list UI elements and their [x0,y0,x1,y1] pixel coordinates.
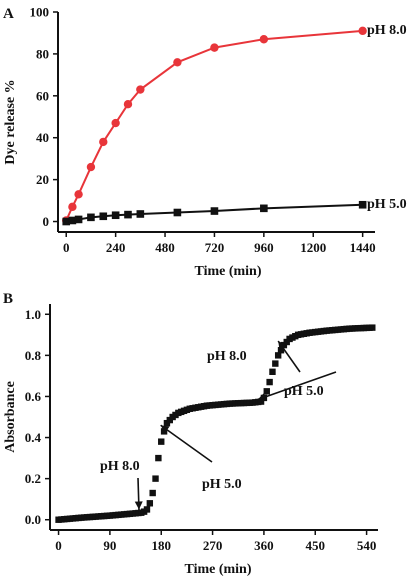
x-tick-label: 240 [106,240,126,255]
panel-a-ylabel: Dye release % [3,79,18,164]
series-ph-5-0-point [74,215,83,224]
annotation-arrow [160,424,213,463]
y-tick-label: 0.2 [25,471,41,486]
x-tick-label: 90 [103,538,116,553]
x-tick-label: 0 [63,240,70,255]
series-ph-5-0-point [124,210,132,219]
x-tick-label: 0 [55,538,62,553]
x-tick-label: 360 [254,538,274,553]
panel-a-xlabel: Time (min) [194,264,261,279]
y-tick-label: 0.8 [25,348,42,363]
y-tick-label: 100 [30,5,50,20]
y-tick-label: 20 [36,172,49,187]
y-tick-label: 80 [36,46,49,61]
panel-b-xlabel: Time (min) [184,562,251,577]
absorbance-point [369,324,376,331]
series-ph-5-0-point [111,211,120,220]
absorbance-point [152,475,159,482]
panel-a-plot-area: 0 240 480 720 960 1200 1440 0 20 40 60 80 100 [30,5,376,256]
series-ph-8-0-line [65,29,363,221]
x-tick-label: 1200 [300,240,326,255]
absorbance-point [269,368,276,375]
series-ph-8-0-point [74,190,83,199]
y-tick-label: 0.6 [25,389,42,404]
series-ph-5-0-point [99,212,108,221]
annotation-arrowhead [257,393,267,401]
annotation-label: pH 8.0 [100,459,140,474]
annotation-arrowhead [160,425,170,434]
annotation-label: pH 8.0 [207,349,247,364]
panel-a-series-label-ph8: pH 8.0 [367,23,407,38]
x-tick-label: 720 [205,240,225,255]
absorbance-point [155,454,162,462]
absorbance-point [266,378,273,386]
panel-a-series-label-ph5: pH 5.0 [367,197,407,212]
x-tick-label: 1440 [350,240,376,255]
series-ph-8-0-point [68,202,77,212]
series-ph-5-0-point [260,204,268,213]
series-ph-5-0-point [173,208,182,217]
series-ph-8-0-point [173,58,182,67]
absorbance-point [149,489,156,497]
absorbance-point [263,388,270,395]
annotation-label: pH 5.0 [202,477,242,492]
x-tick-label: 540 [357,538,377,553]
absorbance-point [272,360,279,367]
x-tick-label: 480 [155,240,175,255]
x-tick-label: 180 [151,538,171,553]
annotation-arrowhead [278,341,287,350]
series-ph-8-0-point [259,35,269,44]
series-ph-5-0-point [68,216,77,225]
absorbance-point [158,438,165,445]
y-tick-label: 0.4 [25,430,42,445]
series-ph-8-0-point [358,26,367,36]
y-tick-label: 40 [36,130,49,145]
panel-b-ylabel: Absorbance [3,381,18,453]
series-ph-5-0-point [87,213,95,222]
series-ph-8-0-point [210,43,219,52]
y-tick-label: 1.0 [25,307,41,322]
absorbance-point [143,506,151,513]
series-ph-5-0-point [210,207,219,215]
panel-a-label: A [3,6,14,22]
y-tick-label: 60 [36,88,49,103]
absorbance-point [257,398,265,405]
panel-b-label: B [3,291,13,307]
series-ph-8-0-point [123,99,133,109]
series-ph-5-0-point [62,217,71,226]
series-ph-8-0-point [111,118,120,128]
annotation-arrowhead [134,501,143,510]
y-tick-label: 0.0 [25,512,41,527]
series-ph-5-0-point [136,210,145,218]
x-tick-label: 960 [254,240,274,255]
series-ph-8-0-point [99,137,108,147]
annotation-arrow [257,371,337,401]
series-ph-8-0-point [136,85,145,94]
y-tick-label: 0 [43,214,50,229]
absorbance-point [146,500,154,507]
x-tick-label: 270 [203,538,223,553]
panel-a: A Dye release % Time (min) pH 8.0 pH 5.0… [3,5,407,280]
annotation-label: pH 5.0 [284,384,324,399]
series-ph-5-0-point [358,200,367,209]
absorbance-point [274,352,282,359]
x-tick-label: 450 [306,538,326,553]
panel-b-plot-area: 0 90 180 270 360 450 540 0.0 0.2 0.4 0.6 0.8 1.0 pH 8… [25,304,378,553]
series-ph-8-0-point [86,162,96,172]
absorbance-point [277,347,285,354]
panel-b: B Absorbance Time (min) 0 90 180 270 360 450 5… [3,291,378,577]
